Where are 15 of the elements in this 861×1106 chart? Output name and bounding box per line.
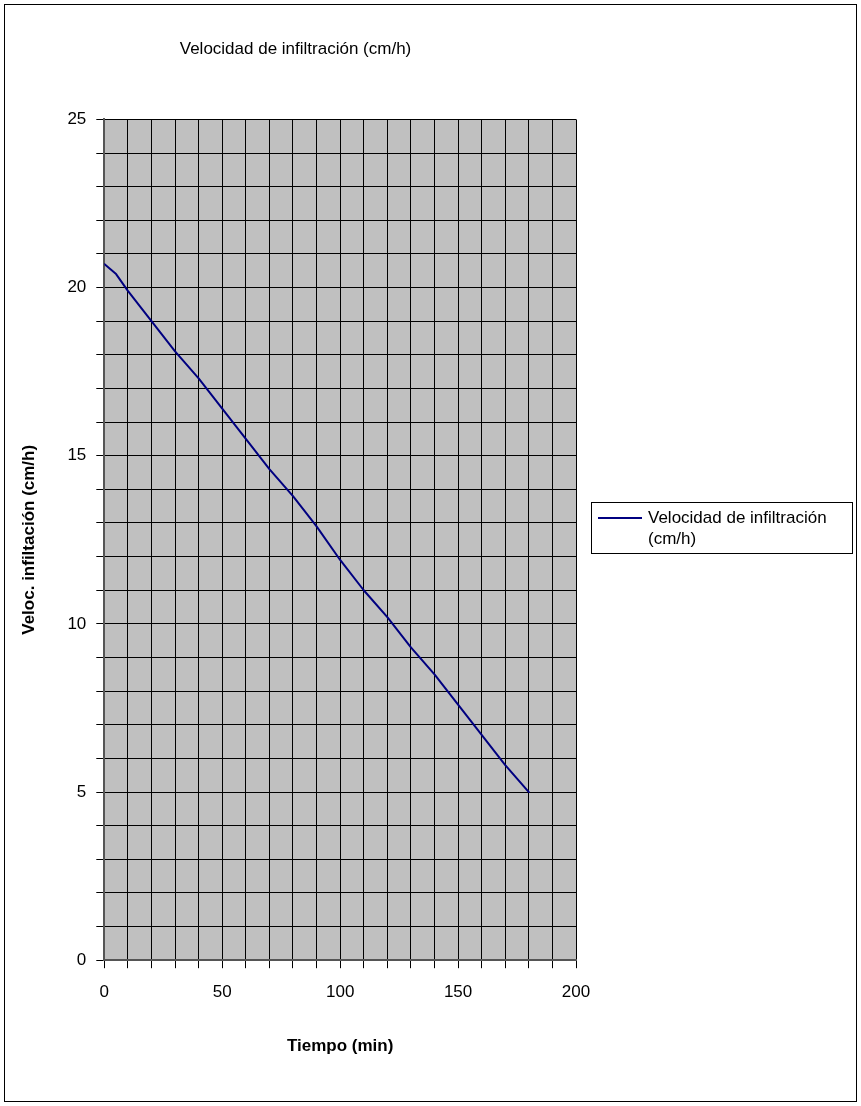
chart-title: Velocidad de infiltración (cm/h) [179,38,412,58]
y-tick-label: 25 [67,109,87,129]
y-tick-label: 5 [76,781,87,801]
x-tick-label: 50 [212,982,232,1002]
x-tick-label: 200 [561,982,591,1002]
legend-label: Velocidad de infiltración (cm/h) [648,507,828,549]
x-tick-label: 100 [325,982,355,1002]
x-tick-label: 0 [99,982,110,1002]
y-axis-title: Veloc. infiltación (cm/h) [18,444,38,635]
y-tick-label: 0 [76,949,87,969]
y-tick-label: 20 [67,277,87,297]
y-tick-label: 10 [67,613,87,633]
x-axis-title: Tiempo (min) [286,1036,394,1056]
y-tick-label: 15 [67,445,87,465]
x-tick-label: 150 [443,982,473,1002]
